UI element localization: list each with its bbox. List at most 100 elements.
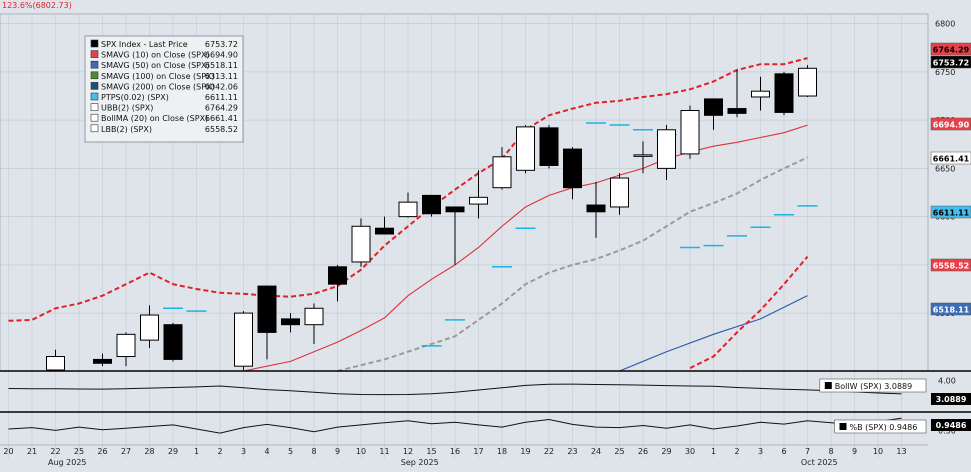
x-tick-label: 27 (121, 447, 131, 456)
candle-up (517, 127, 535, 170)
price-tag-label: 6558.52 (933, 262, 969, 271)
black-square-icon (825, 382, 832, 389)
x-tick-label: 28 (144, 447, 154, 456)
price-tag-label: 6753.72 (933, 59, 969, 68)
x-tick-label: 4 (264, 447, 269, 456)
legend-label: SMAVG (10) on Close (SPX) (101, 51, 210, 60)
candle-up (634, 155, 652, 157)
x-month-label: Sep 2025 (401, 458, 439, 467)
x-tick-label: 9 (852, 447, 857, 456)
x-tick-label: 17 (473, 447, 483, 456)
legend-value: 6558.52 (205, 125, 238, 134)
x-tick-label: 30 (685, 447, 695, 456)
candle-down (329, 267, 347, 284)
candle-up (799, 68, 817, 96)
x-tick-label: 22 (544, 447, 554, 456)
x-tick-label: 3 (241, 447, 246, 456)
candle-down (282, 319, 300, 325)
candle-up (399, 202, 417, 216)
candle-down (258, 286, 276, 332)
x-month-label: Oct 2025 (801, 458, 838, 467)
price-tag-label: 6694.90 (933, 121, 970, 130)
red-square-icon (91, 51, 98, 58)
x-tick-label: 1 (711, 447, 716, 456)
x-tick-label: 7 (805, 447, 810, 456)
candle-up (117, 334, 135, 356)
x-tick-label: 26 (638, 447, 648, 456)
dark-blue-square-icon (91, 82, 98, 89)
legend-label: LBB(2) (SPX) (101, 125, 152, 134)
x-tick-label: 29 (168, 447, 178, 456)
legend-value: 6313.11 (205, 72, 238, 81)
x-tick-label: 1 (194, 447, 199, 456)
x-tick-label: 6 (781, 447, 786, 456)
x-tick-label: 20 (3, 447, 13, 456)
legend-label: SMAVG (100) on Close (SPX) (101, 72, 215, 81)
price-tag-label: 6611.11 (933, 209, 970, 218)
indicator-tag-label: 3.0889 (936, 395, 967, 404)
y-tick-label: 6800 (935, 20, 955, 29)
price-tag-label: 6764.29 (933, 46, 970, 55)
x-tick-label: 9 (335, 447, 340, 456)
candle-up (681, 110, 699, 153)
x-tick-label: 22 (50, 447, 60, 456)
legend-value: 6518.11 (205, 61, 238, 70)
candle-up (352, 226, 370, 262)
x-month-label: Aug 2025 (48, 458, 87, 467)
candle-down (728, 109, 746, 114)
legend-label: BollMA (20) on Close (SPX) (101, 114, 208, 123)
x-tick-label: 5 (288, 447, 293, 456)
candle-down (705, 99, 723, 115)
candle-down (587, 205, 605, 212)
legend-label: SPX Index - Last Price (101, 40, 188, 49)
candle-up (305, 308, 323, 324)
blue-square-icon (91, 61, 98, 68)
black-square-icon (91, 40, 98, 47)
y-tick-label: 6650 (935, 164, 955, 173)
x-tick-label: 10 (356, 447, 366, 456)
candle-down (376, 228, 394, 234)
indicator-legend-label: %B (SPX) 0.9486 (850, 423, 918, 432)
x-tick-label: 25 (614, 447, 624, 456)
legend-value: 6694.90 (205, 51, 238, 60)
candle-up (470, 197, 488, 204)
indicator-tag-label: 0.9486 (936, 421, 967, 430)
x-tick-label: 8 (311, 447, 316, 456)
x-tick-label: 16 (450, 447, 460, 456)
black-square-icon (840, 423, 847, 430)
candle-up (47, 357, 65, 370)
x-tick-label: 2 (734, 447, 739, 456)
legend-value: 6764.29 (205, 104, 238, 113)
legend-value: 6611.11 (205, 93, 238, 102)
x-tick-label: 3 (758, 447, 763, 456)
candle-down (164, 325, 182, 360)
x-tick-label: 10 (873, 447, 883, 456)
candle-down (540, 128, 558, 166)
candle-up (658, 130, 676, 169)
candle-up (493, 157, 511, 188)
candle-up (752, 91, 770, 97)
legend-value: 6661.41 (205, 114, 238, 123)
candle-up (235, 313, 253, 366)
x-tick-label: 8 (828, 447, 833, 456)
legend-label: PTPS(0.02) (SPX) (101, 93, 169, 102)
x-tick-label: 26 (97, 447, 107, 456)
y-tick-label: 6750 (935, 68, 955, 77)
empty-square-icon (91, 114, 98, 121)
fib-annotation: 123.6%(6802.73) (2, 1, 72, 10)
empty-square-icon (91, 104, 98, 111)
cyan-square-icon (91, 93, 98, 100)
x-tick-label: 23 (567, 447, 577, 456)
legend-value: 6042.06 (205, 82, 238, 91)
x-tick-label: 29 (661, 447, 671, 456)
candle-down (94, 359, 112, 363)
x-tick-label: 12 (403, 447, 413, 456)
indicator-legend-label: BollW (SPX) 3.0889 (835, 382, 912, 391)
candle-up (611, 178, 629, 207)
x-tick-label: 25 (74, 447, 84, 456)
x-tick-label: 18 (497, 447, 507, 456)
price-tag-label: 6661.41 (933, 155, 970, 164)
